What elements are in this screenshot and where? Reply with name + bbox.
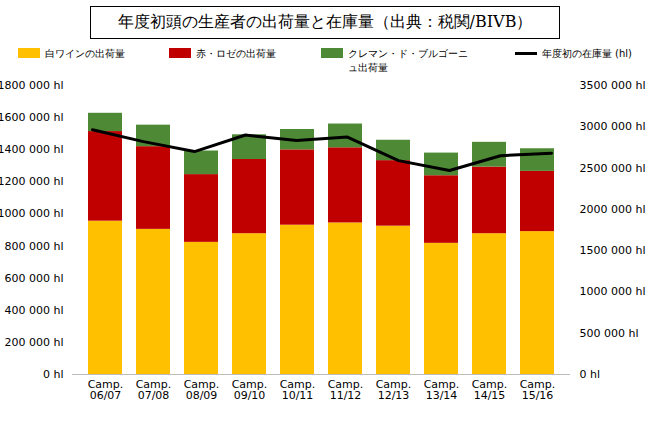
svg-text:Camp.07/08: Camp.07/08: [136, 378, 172, 402]
html-text:クレマン・ド・ブルゴーニュ出荷量: クレマン・ド・ブルゴーニュ出荷量: [347, 48, 468, 73]
svg-text:Camp.12/13: Camp.12/13: [376, 378, 412, 402]
svg-text:1800 000 hl: 1800 000 hl: [0, 79, 64, 92]
svg-text:800 000 hl: 800 000 hl: [4, 240, 63, 253]
svg-text:400 000 hl: 400 000 hl: [4, 304, 63, 317]
svg-text:Camp.06/07: Camp.06/07: [88, 378, 124, 402]
html-text:白ワインの出荷量: 白ワインの出荷量: [45, 48, 125, 59]
svg-text:1400 000 hl: 1400 000 hl: [0, 143, 64, 156]
svg-text:Camp.10/11: Camp.10/11: [280, 378, 316, 402]
svg-text:2500 000 hl: 2500 000 hl: [580, 162, 646, 175]
svg-text:3500 000 hl: 3500 000 hl: [580, 79, 646, 92]
html-text:赤・ロゼの出荷量: 赤・ロゼの出荷量: [196, 48, 277, 59]
svg-text:0 hl: 0 hl: [580, 368, 601, 381]
svg-text:1000 000 hl: 1000 000 hl: [0, 207, 64, 220]
svg-text:Camp.13/14: Camp.13/14: [424, 378, 460, 402]
svg-text:3000 000 hl: 3000 000 hl: [580, 120, 646, 133]
svg-text:1200 000 hl: 1200 000 hl: [0, 175, 64, 188]
svg-text:1000 000 hl: 1000 000 hl: [580, 285, 646, 298]
svg-text:Camp.14/15: Camp.14/15: [472, 378, 508, 402]
svg-text:Camp.15/16: Camp.15/16: [520, 378, 556, 402]
svg-text:500 000 hl: 500 000 hl: [580, 327, 639, 340]
svg-text:1600 000 hl: 1600 000 hl: [0, 111, 64, 124]
svg-text:Camp.08/09: Camp.08/09: [184, 378, 220, 402]
svg-text:2000 000 hl: 2000 000 hl: [580, 203, 646, 216]
html-text:年度初頭の生産者の出荷量と在庫量（出典：税関/BIVB）: 年度初頭の生産者の出荷量と在庫量（出典：税関/BIVB）: [117, 12, 533, 31]
svg-text:1500 000 hl: 1500 000 hl: [580, 244, 646, 257]
svg-text:Camp.11/12: Camp.11/12: [328, 378, 364, 402]
svg-text:0 hl: 0 hl: [43, 368, 64, 381]
html-text:年度初の在庫量 (hl): 年度初の在庫量 (hl): [541, 48, 632, 59]
svg-text:200 000 hl: 200 000 hl: [4, 336, 63, 349]
svg-text:Camp.09/10: Camp.09/10: [232, 378, 268, 402]
svg-text:600 000 hl: 600 000 hl: [4, 272, 63, 285]
